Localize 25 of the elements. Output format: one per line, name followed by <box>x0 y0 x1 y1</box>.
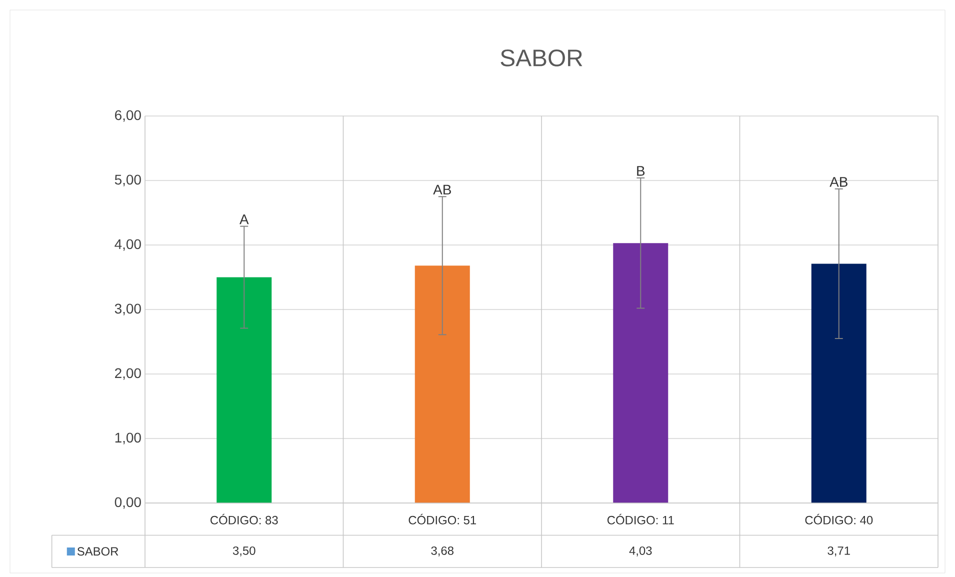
annotation: AB <box>830 177 848 187</box>
bar <box>216 277 272 503</box>
annotation: B <box>637 166 645 176</box>
y-tick-label: 0,00 <box>114 497 141 509</box>
y-tick-label: 3,00 <box>114 304 141 316</box>
text: SABOR <box>77 547 118 556</box>
chart-title: SABOR <box>500 49 582 66</box>
y-tick-label: 6,00 <box>115 110 141 122</box>
x-tick-label: CÓDIGO: 40 <box>805 514 873 524</box>
data-label: 3,71 <box>828 546 850 556</box>
x-tick-label: CÓDIGO: 51 <box>408 514 476 524</box>
annotation: AB <box>433 184 451 194</box>
x-tick-label: CÓDIGO: 11 <box>607 514 674 524</box>
bar <box>613 243 668 503</box>
data-label: 4,03 <box>629 546 652 556</box>
y-tick-label: 1,00 <box>115 432 141 444</box>
y-tick-label: 2,00 <box>115 368 141 380</box>
data-label: 3,50 <box>232 546 256 556</box>
bar <box>414 266 470 503</box>
bar <box>811 264 866 503</box>
x-tick-label: CÓDIGO: 83 <box>210 514 278 524</box>
data-label: 3,68 <box>431 546 454 556</box>
y-tick-label: 5,00 <box>114 174 141 186</box>
annotation: A <box>240 214 249 224</box>
y-tick-label: 4,00 <box>114 239 141 251</box>
